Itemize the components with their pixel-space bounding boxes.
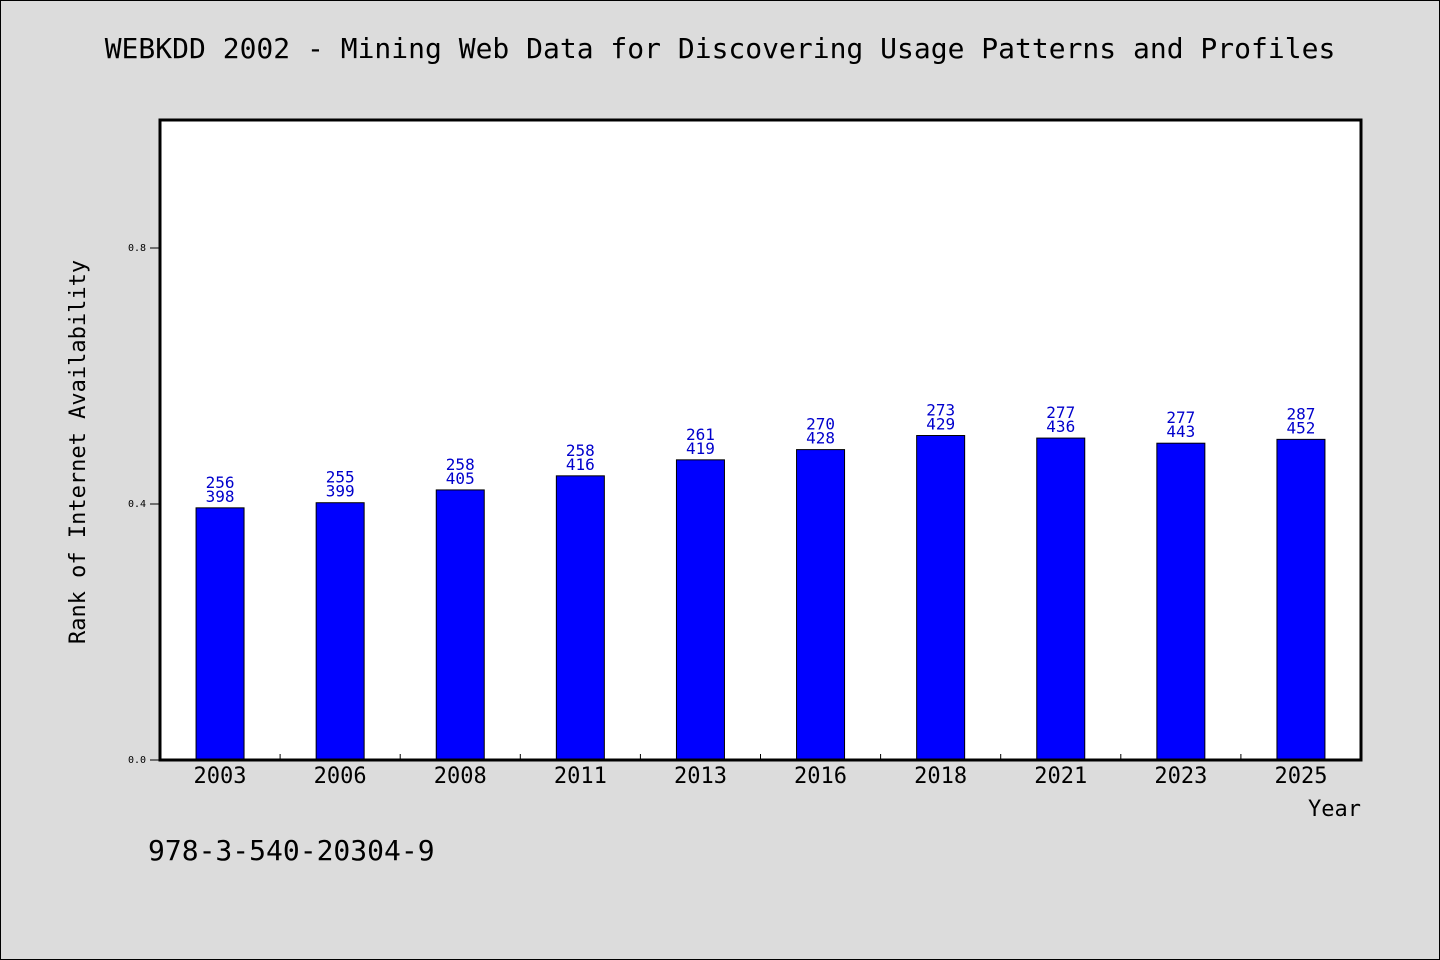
bar-rank-label: 273 (926, 401, 955, 420)
chart-title: WEBKDD 2002 - Mining Web Data for Discov… (104, 32, 1336, 65)
bar-value-label: 428 (806, 429, 835, 448)
x-tick-label: 2016 (794, 764, 847, 789)
x-tick-label: 2021 (1034, 764, 1087, 789)
bar-rank-label: 277 (1166, 408, 1195, 427)
bar-rank-label: 261 (686, 425, 715, 444)
bar-value-label: 443 (1166, 422, 1195, 441)
bar (435, 489, 485, 761)
bar-value-label: 429 (926, 415, 955, 434)
bar (796, 449, 846, 761)
bar (675, 459, 725, 761)
bar-rank-label: 256 (206, 473, 235, 492)
y-tick-label: 0.0 (128, 755, 146, 766)
bar-value-label: 419 (686, 439, 715, 458)
y-tick-label: 0.4 (128, 499, 146, 510)
bar (555, 475, 605, 761)
x-tick-label: 2003 (194, 764, 247, 789)
bar-rank-label: 270 (806, 415, 835, 434)
x-tick-label: 2025 (1274, 764, 1327, 789)
x-tick-label: 2013 (674, 764, 727, 789)
bar-value-label: 452 (1286, 418, 1315, 437)
bar (315, 502, 365, 761)
y-tick-label: 0.8 (128, 243, 146, 254)
bar-value-label: 398 (206, 487, 235, 506)
x-axis-label: Year (1308, 797, 1361, 822)
x-tick-label: 2018 (914, 764, 967, 789)
bar-value-label: 416 (566, 455, 595, 474)
plot-border (158, 118, 1363, 762)
bar-value-label: 405 (446, 469, 475, 488)
bar-rank-label: 258 (566, 441, 595, 460)
x-tick-label: 2011 (554, 764, 607, 789)
bar-rank-label: 277 (1046, 403, 1075, 422)
y-axis-label: Rank of Internet Availability (66, 260, 91, 644)
bar (1276, 438, 1326, 761)
bar-value-label: 436 (1046, 417, 1075, 436)
x-tick-label: 2006 (314, 764, 367, 789)
bar-rank-label: 287 (1286, 404, 1315, 423)
bar (195, 507, 245, 761)
x-tick-label: 2008 (434, 764, 487, 789)
x-tick-label: 2023 (1154, 764, 1207, 789)
bar (1156, 442, 1206, 761)
bar (916, 435, 966, 761)
bar (1036, 437, 1086, 761)
bar-rank-label: 255 (326, 468, 355, 487)
isbn-text: 978-3-540-20304-9 (148, 834, 435, 867)
bar-value-label: 399 (326, 482, 355, 501)
bar-rank-label: 258 (446, 455, 475, 474)
